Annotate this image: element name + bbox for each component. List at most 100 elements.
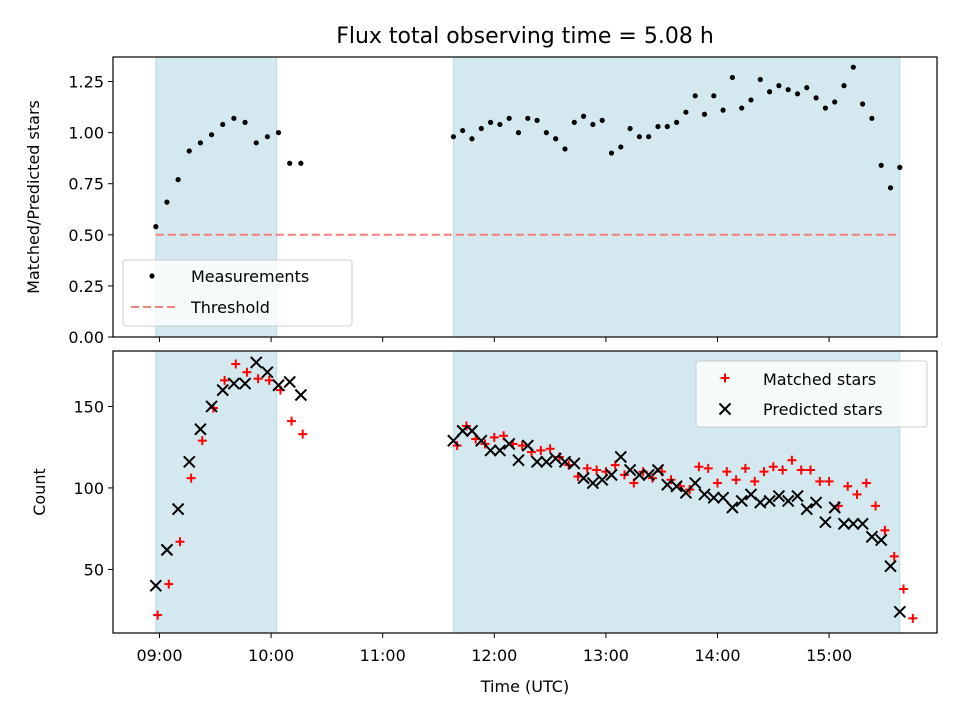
cross-b <box>735 494 748 508</box>
matched-star-point <box>740 463 750 473</box>
measurement-point <box>673 119 680 126</box>
measurement-point <box>525 115 531 121</box>
x-tick-label: 15:00 <box>806 646 852 665</box>
matched-star-point <box>264 375 274 385</box>
predicted-star-point <box>465 424 479 438</box>
observing-window-1 <box>453 57 900 337</box>
predicted-star-point <box>847 517 860 530</box>
cross-b <box>893 605 907 619</box>
cross-b <box>227 377 241 390</box>
y-tick-label: 0.00 <box>68 328 104 347</box>
cross-b <box>194 423 207 436</box>
cross-b <box>874 533 888 547</box>
matched-star-point <box>731 475 741 485</box>
cross-b <box>791 489 804 503</box>
y-tick-label: 100 <box>73 479 104 498</box>
predicted-star-point <box>294 388 308 402</box>
observing-window-0 <box>155 351 277 633</box>
predicted-star-point <box>261 365 274 379</box>
cross-b <box>744 488 758 501</box>
measurement-point <box>231 115 237 121</box>
chart-title: Flux total observing time = 5.08 h <box>336 24 714 49</box>
predicted-star-point <box>577 471 590 485</box>
cross-b <box>716 491 730 504</box>
measurement-point <box>822 105 828 111</box>
predicted-star-point <box>698 488 711 501</box>
measurement-point <box>739 105 745 111</box>
matched-star-point <box>722 467 732 477</box>
predicted-star-point <box>884 559 897 573</box>
cross-b <box>283 375 296 389</box>
cross-b <box>521 439 534 452</box>
legend-marker-predicted <box>718 402 732 416</box>
y-tick-label: 50 <box>84 560 104 579</box>
predicted-star-point <box>633 468 646 482</box>
predicted-star-point <box>283 375 296 389</box>
measurement-point <box>608 150 615 156</box>
cross-b <box>216 383 229 397</box>
matched-star-point <box>750 476 760 486</box>
predicted-star-point <box>484 444 497 457</box>
matched-star-point <box>899 584 909 594</box>
measurement-point <box>515 130 522 136</box>
measurement-point <box>785 87 791 93</box>
cross-b <box>856 517 869 530</box>
measurement-point <box>832 99 838 105</box>
legend-marker-matched <box>720 373 730 383</box>
predicted-star-point <box>521 439 534 452</box>
predicted-star-point <box>670 480 683 493</box>
x-tick-label: 11:00 <box>360 646 406 665</box>
cross-b <box>698 488 711 501</box>
predicted-star-point <box>707 491 721 504</box>
predicted-star-point <box>272 379 285 392</box>
measurement-point <box>543 130 549 136</box>
cross-b <box>475 434 488 447</box>
x-tick-label: 14:00 <box>694 646 740 665</box>
cross-b <box>754 496 767 509</box>
matched-star-point <box>186 473 196 483</box>
axes-frame <box>112 350 938 634</box>
measurement-point <box>757 76 763 83</box>
predicted-star-point <box>865 530 879 544</box>
predicted-star-point <box>809 496 823 509</box>
cross-b <box>865 530 879 544</box>
measurement-point <box>197 140 204 146</box>
cross-b <box>568 457 581 470</box>
y-axis-label: Matched/Predicted stars <box>24 100 43 294</box>
predicted-star-point <box>716 491 730 504</box>
cross-b <box>688 476 702 490</box>
measurement-point <box>460 127 466 134</box>
cross-b <box>586 476 600 490</box>
legend-box <box>695 360 928 428</box>
predicted-star-point <box>456 424 469 438</box>
matched-star-point <box>861 478 871 488</box>
matched-star-point <box>703 463 713 473</box>
predicted-star-point <box>874 533 888 547</box>
measurement-point <box>506 115 512 121</box>
legend-box <box>122 259 353 327</box>
cross-b <box>633 468 646 482</box>
predicted-star-point <box>828 501 841 514</box>
matched-star-point <box>164 579 174 589</box>
cross-b <box>718 402 732 416</box>
measurement-point <box>275 130 282 136</box>
matched-star-point <box>287 416 297 426</box>
measurement-point <box>164 199 170 205</box>
measurement-point <box>711 93 717 99</box>
predicted-star-point <box>586 476 600 490</box>
matched-star-point <box>175 537 185 547</box>
cross-b <box>183 455 196 469</box>
measurement-point <box>766 89 773 95</box>
predicted-star-point <box>568 457 581 470</box>
matched-star-point <box>778 465 788 475</box>
measurement-point <box>599 117 605 123</box>
cross-b <box>614 450 627 464</box>
matched-star-point <box>889 551 899 561</box>
measurement-point <box>813 95 819 101</box>
cross-b <box>763 494 776 508</box>
matched-star-point <box>592 465 602 475</box>
cross-b <box>670 480 683 493</box>
predicted-star-point <box>688 476 702 490</box>
y-tick-label: 150 <box>73 397 104 416</box>
measurement-point <box>562 146 568 152</box>
